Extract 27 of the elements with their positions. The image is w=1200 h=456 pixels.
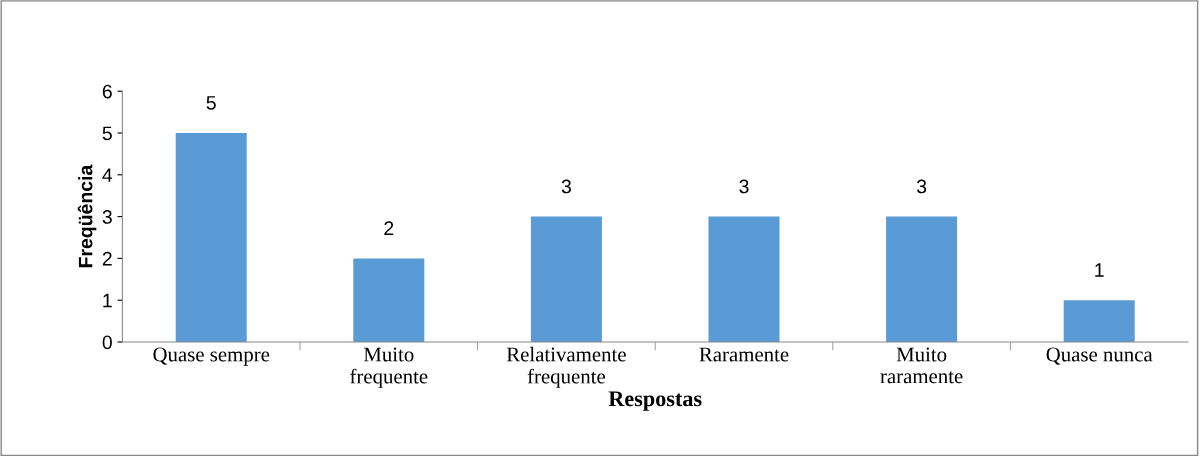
bar xyxy=(886,216,958,342)
bar xyxy=(353,258,425,342)
y-tick-label: 4 xyxy=(102,168,113,182)
bar xyxy=(175,133,247,342)
x-axis-title: Respostas xyxy=(608,391,702,411)
x-tick-label: Raramente xyxy=(699,347,789,362)
x-tick-label: Quase sempre xyxy=(153,347,270,366)
y-tick-label: 0 xyxy=(102,335,112,350)
x-tick-label: Muito raramente xyxy=(880,347,963,384)
data-label: 3 xyxy=(739,179,749,194)
y-tick-label: 5 xyxy=(102,126,112,141)
y-tick-label: 6 xyxy=(102,84,112,99)
data-label: 2 xyxy=(384,221,394,235)
y-tick-label: 2 xyxy=(102,251,112,266)
x-tick-label: Relativamente frequente xyxy=(506,346,626,388)
bar xyxy=(1063,300,1135,342)
y-tick-label: 1 xyxy=(103,293,112,308)
data-label: 1 xyxy=(1095,263,1104,277)
y-tick-label: 3 xyxy=(102,210,112,224)
bar xyxy=(708,216,780,342)
bar xyxy=(530,216,602,342)
y-axis-title: Freqüência xyxy=(77,164,97,268)
data-label: 3 xyxy=(916,179,927,194)
data-label: 5 xyxy=(206,96,216,110)
x-tick-label: Quase nunca xyxy=(1046,347,1153,365)
x-tick-label: Muito frequente xyxy=(350,347,428,388)
data-label: 3 xyxy=(561,179,571,194)
